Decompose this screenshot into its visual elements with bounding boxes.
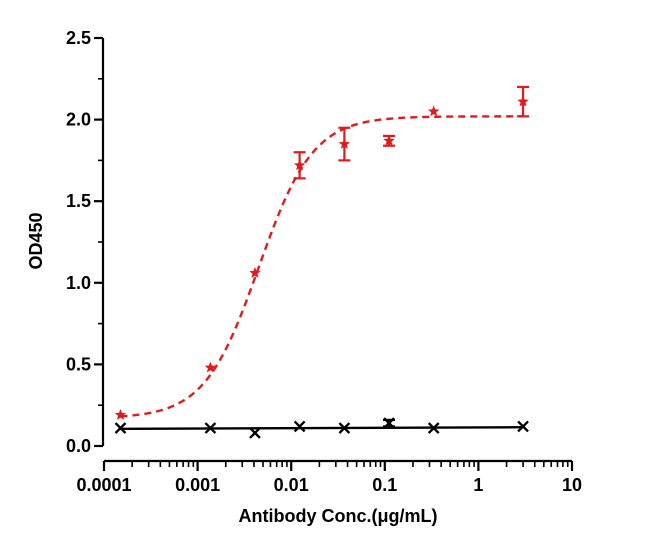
x-tick-label: 10: [562, 475, 582, 495]
y-tick-label: 1.0: [66, 273, 91, 293]
x-tick-label: 0.01: [274, 475, 309, 495]
series-2-point-stroke: [338, 422, 351, 434]
series-1-point: [383, 134, 395, 146]
series-1-point: [427, 105, 440, 117]
series-1-point: [249, 267, 261, 278]
x-tick-label: 1: [473, 475, 483, 495]
series-2-point: [427, 422, 440, 434]
series-2-point-stroke: [114, 422, 127, 434]
y-tick-label: 2.5: [66, 28, 91, 48]
fit-layer: [120, 115, 524, 431]
series-2-point-stroke: [383, 417, 395, 430]
y-tick-label: 0.5: [66, 354, 91, 374]
series-1-point: [293, 159, 306, 171]
series-2-point: [517, 420, 529, 433]
x-tick-label: 0.001: [175, 475, 220, 495]
x-tick-label: 0.0001: [76, 475, 131, 495]
series-2-point: [249, 427, 261, 439]
y-axis-title: OD450: [26, 212, 46, 269]
series-1-fit-line: [120, 115, 524, 418]
x-tick-label: 0.1: [372, 475, 397, 495]
series-2-point-stroke: [427, 422, 440, 434]
series-2-point: [383, 417, 395, 430]
series-1-point: [204, 361, 217, 373]
series-2-fit-line: [120, 426, 524, 431]
series-2-point-stroke: [517, 420, 529, 433]
y-tick-label: 1.5: [66, 191, 91, 211]
series-2-point-stroke: [204, 422, 217, 434]
series-2-point: [114, 422, 127, 434]
series-1-point: [338, 138, 351, 149]
series-2-point: [204, 422, 217, 434]
series-2-point-stroke: [293, 420, 306, 433]
marks-layer: [114, 85, 530, 439]
series-2-point: [338, 422, 351, 434]
y-tick-label: 0.0: [66, 436, 91, 456]
series-2-point-stroke: [249, 427, 261, 439]
x-axis-title: Antibody Conc.(μg/mL): [239, 506, 438, 526]
series-2-point: [293, 420, 306, 433]
y-tick-label: 2.0: [66, 110, 91, 130]
labels-layer: Antibody Conc.(μg/mL) OD450: [26, 212, 437, 526]
axes-layer: 0.0 0.5 1.0 1.5 2.0 2.5 0.0001 0.001 0.01 0.1 1 10: [66, 28, 582, 495]
series-1-point: [517, 95, 529, 107]
series-1-point: [114, 408, 127, 420]
